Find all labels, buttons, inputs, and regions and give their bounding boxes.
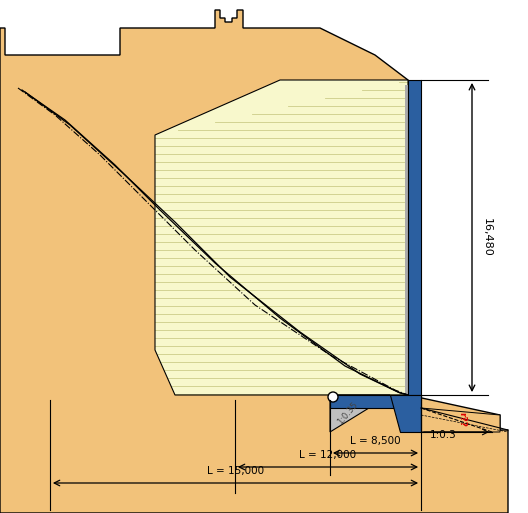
Polygon shape [0, 10, 508, 513]
Polygon shape [330, 395, 390, 432]
Text: L = 15,000: L = 15,000 [207, 466, 264, 476]
Text: r??: r?? [457, 412, 467, 427]
Text: 1:0.3: 1:0.3 [430, 430, 457, 440]
Text: L = 8,500: L = 8,500 [350, 436, 401, 446]
Text: 1:0.35: 1:0.35 [336, 400, 360, 426]
Text: L = 12,000: L = 12,000 [299, 450, 356, 460]
Polygon shape [408, 80, 421, 400]
Circle shape [328, 392, 338, 402]
Polygon shape [155, 80, 408, 395]
Polygon shape [330, 395, 421, 408]
Polygon shape [390, 395, 421, 432]
Polygon shape [421, 408, 500, 432]
Polygon shape [405, 85, 408, 400]
Text: 16,480: 16,480 [482, 218, 492, 257]
